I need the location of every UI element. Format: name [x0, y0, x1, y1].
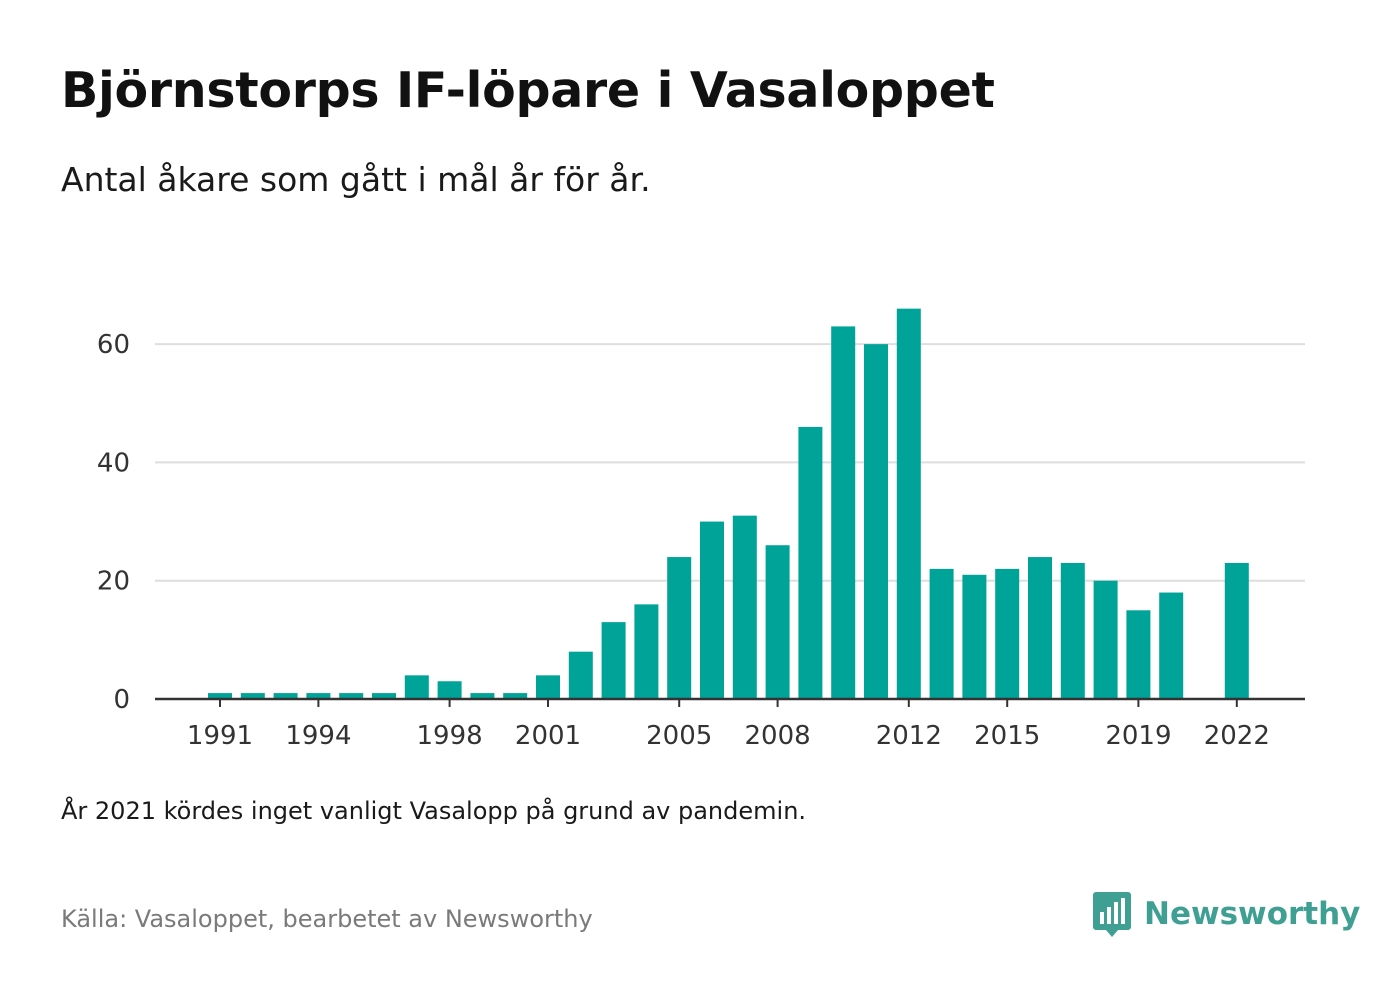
bar-1992 — [240, 693, 265, 699]
y-tick-label: 20 — [97, 567, 130, 597]
bar-2007 — [732, 515, 757, 699]
y-tick-label: 40 — [97, 448, 130, 478]
bar-2008 — [765, 545, 790, 699]
bar-1998 — [437, 681, 462, 699]
bar-2006 — [700, 521, 724, 699]
chart-subtitle: Antal åkare som gått i mål år för år. — [61, 160, 651, 199]
bar-2018 — [1093, 580, 1118, 699]
bar-2002 — [568, 651, 593, 699]
bar-2010 — [831, 326, 856, 699]
gridlines — [155, 343, 1305, 582]
bar-2020 — [1159, 592, 1184, 699]
bar-1999 — [470, 693, 495, 699]
bar-1994 — [306, 693, 331, 699]
bar-2015 — [995, 568, 1020, 699]
source-credit: Källa: Vasaloppet, bearbetet av Newswort… — [61, 905, 593, 933]
x-tick-label: 2012 — [876, 721, 942, 751]
bar-chart: 0 20 40 60 1991 1994 1998 2001 2005 2008 2012 2015 2… — [97, 308, 1305, 751]
axes — [155, 697, 1305, 707]
bar-1995 — [339, 693, 364, 699]
newsworthy-logo: Newsworthy — [1092, 890, 1360, 938]
y-tick-label: 60 — [97, 330, 130, 360]
bar-2019 — [1126, 610, 1151, 699]
bar-2014 — [962, 574, 987, 699]
bar-2009 — [798, 426, 823, 699]
bar-2000 — [503, 693, 528, 699]
x-tick-label: 1991 — [187, 721, 253, 751]
x-tick-label: 2022 — [1204, 721, 1270, 751]
footnote: År 2021 kördes inget vanligt Vasalopp på… — [61, 797, 807, 825]
bar-1991 — [208, 693, 232, 699]
chart-title: Björnstorps IF-löpare i Vasaloppet — [61, 62, 995, 119]
bar-2003 — [601, 622, 626, 699]
bar-2004 — [634, 604, 659, 699]
x-tick-label: 2008 — [745, 721, 811, 751]
x-tick-label: 1998 — [417, 721, 483, 751]
bar-1993 — [273, 693, 298, 699]
bar-2005 — [667, 557, 692, 699]
bar-2012 — [896, 308, 921, 699]
bar-2017 — [1060, 562, 1085, 699]
brand-name: Newsworthy — [1144, 896, 1361, 932]
bar-1997 — [404, 675, 429, 699]
bar-1996 — [372, 693, 396, 699]
bar-chart-speech-bubble-icon — [1093, 892, 1131, 937]
bar-2013 — [929, 568, 954, 699]
x-tick-label: 2019 — [1105, 721, 1171, 751]
x-tick-label: 2005 — [646, 721, 712, 751]
bars — [208, 308, 1249, 699]
x-tick-label: 2015 — [974, 721, 1040, 751]
bar-2016 — [1028, 557, 1052, 699]
x-tick-label: 2001 — [515, 721, 581, 751]
bar-2011 — [864, 344, 888, 699]
bar-2001 — [536, 675, 560, 699]
tick-labels: 0 20 40 60 1991 1994 1998 2001 2005 2008 2012 2015 2… — [97, 330, 1270, 751]
x-tick-label: 1994 — [285, 721, 351, 751]
bar-2022 — [1224, 562, 1249, 699]
y-tick-label: 0 — [113, 685, 130, 715]
